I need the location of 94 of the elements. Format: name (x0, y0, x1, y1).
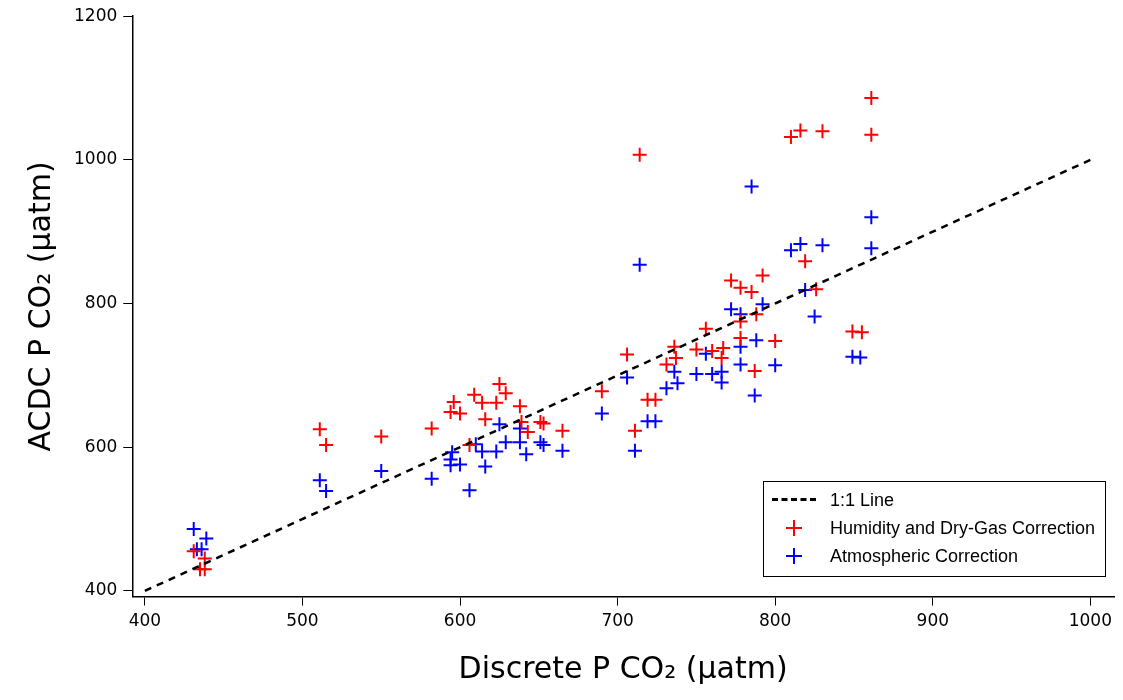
point (647, 391, 664, 408)
point (444, 444, 461, 461)
point (797, 281, 814, 298)
x-tick-label: 600 (443, 610, 477, 631)
point (746, 363, 763, 380)
point (715, 340, 732, 357)
point (853, 324, 870, 341)
point (688, 365, 705, 382)
point (647, 413, 664, 430)
point (767, 332, 784, 349)
point (666, 363, 683, 380)
point (863, 90, 880, 107)
point (511, 434, 528, 451)
point (619, 369, 636, 386)
point (814, 123, 831, 140)
x-tick-label: 1000 (1068, 610, 1112, 631)
point (518, 446, 535, 463)
point (743, 178, 760, 195)
x-axis-title: Discrete P CO₂ (μatm) (458, 649, 788, 685)
point (746, 387, 763, 404)
point (863, 240, 880, 257)
point (754, 296, 771, 313)
point (423, 420, 440, 437)
point (852, 349, 869, 366)
point (477, 458, 494, 475)
x-tick-label: 900 (916, 610, 950, 631)
point (593, 383, 610, 400)
point (863, 126, 880, 143)
point (748, 306, 765, 323)
x-tick-label: 700 (601, 610, 634, 631)
point (658, 380, 675, 397)
point (767, 357, 784, 374)
point (511, 398, 528, 415)
point (196, 561, 213, 578)
x-tick-label: 400 (128, 610, 162, 631)
x-tick-label: 800 (758, 610, 792, 631)
point (732, 330, 749, 347)
y-tick-label: 600 (84, 435, 118, 456)
point (697, 320, 714, 337)
y-tick-label: 400 (84, 579, 118, 600)
point (311, 421, 328, 438)
point (666, 338, 683, 355)
point (452, 405, 469, 422)
x-tick-label: 500 (286, 610, 319, 631)
point (626, 442, 643, 459)
point (792, 235, 809, 252)
point (658, 356, 675, 373)
point (442, 457, 459, 474)
point (782, 242, 799, 259)
point (198, 530, 215, 547)
point (373, 428, 390, 445)
point (697, 345, 714, 362)
point (593, 405, 610, 422)
point (806, 308, 823, 325)
point (732, 356, 749, 373)
point (754, 267, 771, 284)
legend-label: 1:1 Line (829, 488, 894, 512)
point (373, 462, 390, 479)
point (554, 442, 571, 459)
point (626, 422, 643, 439)
point (631, 256, 648, 273)
point (863, 209, 880, 226)
point (185, 521, 202, 538)
point (477, 411, 494, 428)
y-axis-title: ACDC P CO₂ (μatm) (21, 161, 57, 452)
point (461, 482, 478, 499)
point (792, 122, 809, 139)
point (491, 416, 508, 433)
point (688, 341, 705, 358)
point (669, 375, 686, 392)
point (497, 434, 514, 451)
point (797, 253, 814, 270)
point (318, 437, 335, 454)
point (814, 237, 831, 254)
point (631, 146, 648, 163)
point (488, 394, 505, 411)
y-tick-label: 800 (84, 291, 118, 312)
legend-label: Atmospheric Correction (829, 544, 1018, 568)
point (554, 422, 571, 439)
point (461, 437, 478, 454)
point (732, 313, 749, 330)
point (782, 128, 799, 145)
point (808, 281, 825, 298)
point (743, 284, 760, 301)
point (619, 346, 636, 363)
point (748, 332, 765, 349)
point (423, 470, 440, 487)
y-tick-label: 1000 (74, 148, 118, 169)
y-tick-label: 1200 (74, 4, 118, 25)
point (442, 403, 459, 420)
legend-label: Humidity and Dry-Gas Correction (829, 516, 1095, 540)
point (445, 393, 462, 410)
point (667, 350, 684, 367)
point (488, 443, 505, 460)
